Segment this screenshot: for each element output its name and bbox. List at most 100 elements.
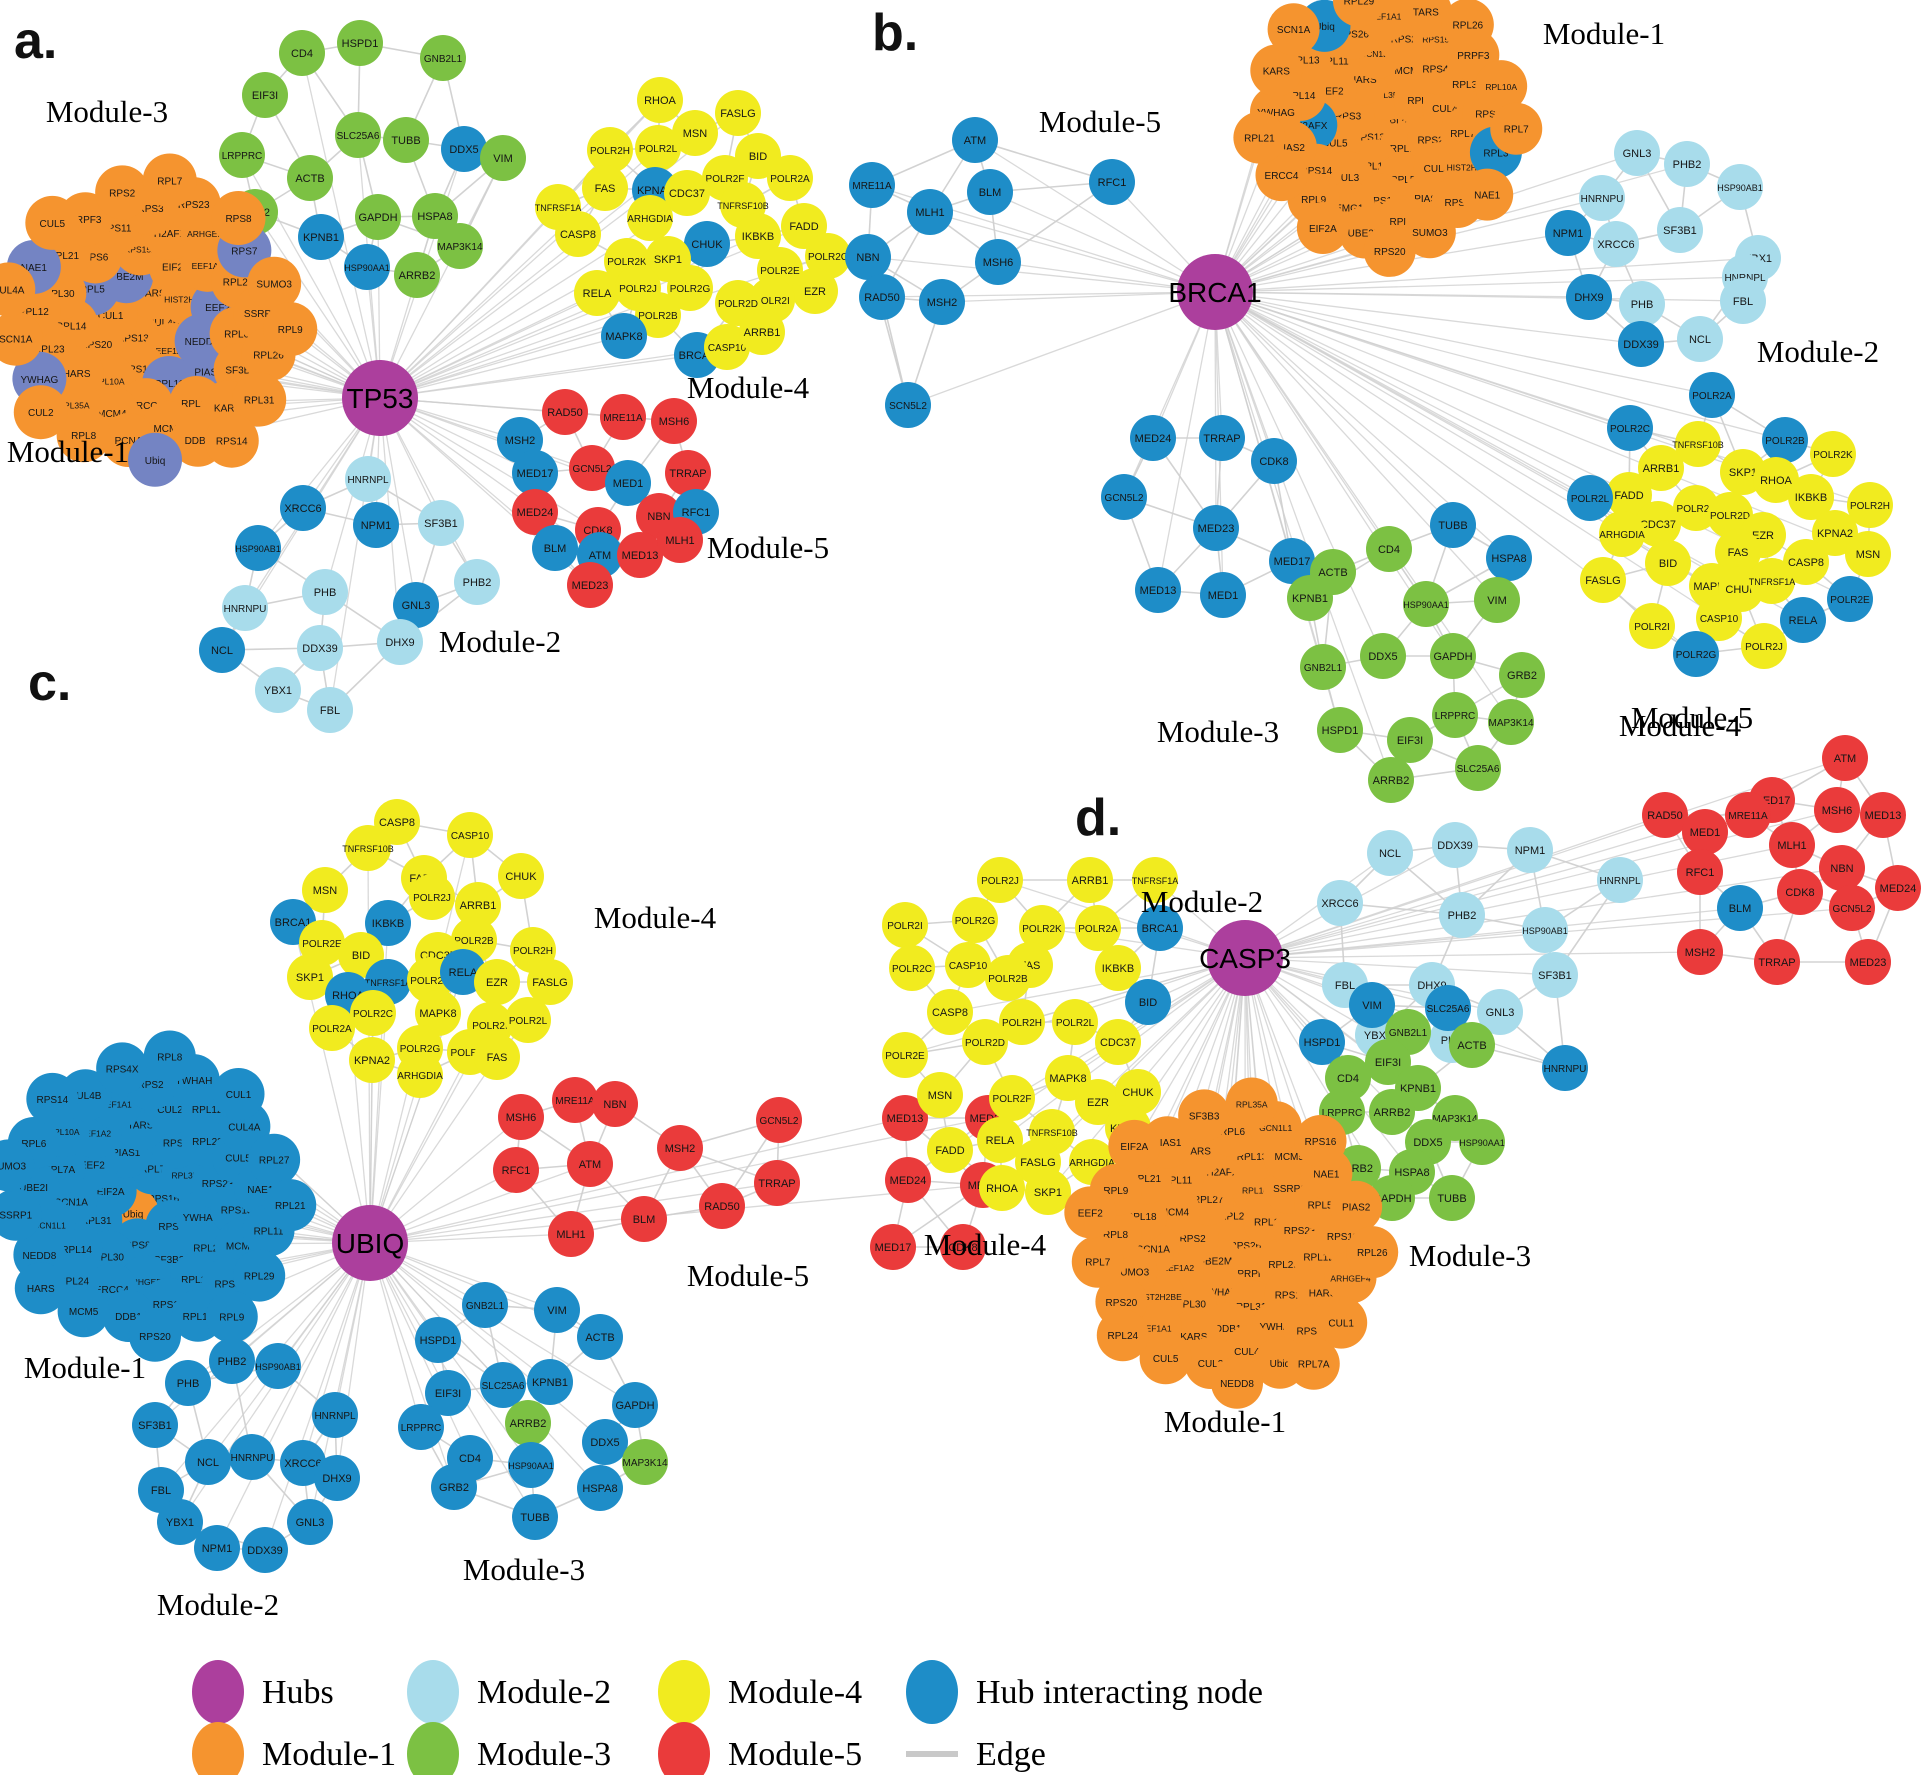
node-b-MED17: MED17 — [1269, 538, 1315, 584]
node-label: RAD50 — [704, 1201, 739, 1213]
node-label: FAS — [595, 183, 616, 195]
node-circle — [582, 1419, 628, 1465]
edge — [379, 157, 504, 399]
node-circle — [480, 1362, 526, 1408]
node-c-SSRP1: SSRP1 — [0, 1188, 42, 1241]
node-label: CUL2 — [157, 1105, 183, 1116]
node-label: TUBB — [1438, 520, 1467, 532]
node-c-GAPDH: GAPDH — [612, 1382, 658, 1428]
node-label: MAP3K14 — [1488, 718, 1533, 729]
node-a-MED13: MED13 — [617, 532, 663, 578]
node-label: VIM — [547, 1305, 567, 1317]
node-circle — [569, 445, 615, 491]
node-a-NPM1: NPM1 — [353, 502, 399, 548]
node-b-ARRB1: ARRB1 — [1638, 445, 1684, 491]
node-b-ARRB2: ARRB2 — [1368, 757, 1414, 803]
node-circle — [1330, 1180, 1383, 1233]
node-a-POLR2G: POLR2G — [667, 265, 713, 311]
node-b-IKBKB: IKBKB — [1788, 474, 1834, 520]
legend-label: Module-3 — [477, 1736, 611, 1773]
node-a-SLC25A6: SLC25A6 — [335, 112, 381, 158]
legend-item-hubs: Hubs — [192, 1660, 334, 1724]
node-b-SCN1A: SCN1A — [1267, 3, 1320, 56]
node-circle — [1717, 885, 1763, 931]
node-label: CHUK — [1122, 1087, 1154, 1099]
node-label: CDC37 — [669, 188, 705, 200]
node-b-KPNB1: KPNB1 — [1287, 575, 1333, 621]
node-label: EIF2A — [162, 263, 190, 274]
node-label: RPL29 — [244, 1272, 275, 1283]
node-c-CDK8: CDK8 — [940, 1224, 986, 1270]
node-a-CUL2: CUL2 — [13, 385, 68, 440]
node-label: RPL12 — [192, 1105, 223, 1116]
node-d-RPL24: RPL24 — [1096, 1309, 1149, 1362]
node-d-EIF3I: EIF3I — [1365, 1039, 1411, 1085]
node-label: SSRP1 — [1273, 1184, 1306, 1195]
node-c-LRPPRC: LRPPRC — [398, 1404, 444, 1450]
node-label: DDB1 — [185, 436, 212, 447]
node-label: RPL21 — [1244, 134, 1275, 145]
node-circle — [505, 1400, 551, 1446]
edge — [369, 1242, 606, 1443]
node-a-RHOA: RHOA — [637, 77, 683, 123]
edge — [1214, 291, 1720, 619]
node-label: GNL3 — [1486, 1007, 1515, 1019]
node-d-POLR2E: POLR2E — [882, 1032, 928, 1078]
node-label: HSP90AA1 — [1459, 1138, 1505, 1148]
node-d-SKP1: SKP1 — [1025, 1169, 1071, 1215]
node-label: RPL7 — [140, 1164, 165, 1175]
node-label: LRPPRC — [401, 1423, 442, 1434]
node-label: BID — [1139, 997, 1157, 1009]
node-circle — [1365, 1039, 1411, 1085]
node-circle — [1783, 539, 1829, 585]
node-circle — [393, 582, 439, 628]
node-label: HSPA8 — [582, 1483, 617, 1495]
node-circle — [1749, 558, 1795, 604]
node-d-HNRNPL: HNRNPL — [1597, 857, 1643, 903]
node-label: KPNA2 — [1817, 528, 1853, 540]
node-circle — [143, 1030, 196, 1083]
node-circle — [455, 882, 501, 928]
node-b-CASP10: CASP10 — [1696, 595, 1742, 641]
node-label: RPL23 — [34, 345, 65, 356]
node-circle — [567, 1141, 613, 1187]
node-c-TRRAP: TRRAP — [754, 1160, 800, 1206]
legend-item-module-5: Module-5 — [658, 1722, 862, 1775]
node-label: SKP1 — [296, 972, 324, 984]
node-b-FAS: FAS — [1715, 529, 1761, 575]
node-c-MAPK8: MAPK8 — [415, 990, 461, 1036]
node-label: EEF2 — [1319, 87, 1344, 98]
node-b-HSPA8: HSPA8 — [1486, 535, 1532, 581]
node-c-MCM5: MCM5 — [57, 1285, 110, 1338]
node-label: BRCA1 — [1142, 923, 1179, 935]
edge — [251, 1242, 371, 1458]
node-label: SF3B3 — [1189, 1111, 1220, 1122]
node-circle — [977, 1117, 1023, 1163]
node-b-POLR2K: POLR2K — [1810, 431, 1856, 477]
node-circle — [534, 1287, 580, 1333]
node-label: CUL2 — [1198, 1359, 1224, 1370]
node-circle — [229, 1434, 275, 1480]
legend: Hubs Module-1 Module-2 Module-3 Module-4 Modu… — [192, 1660, 1263, 1775]
node-label: SKP1 — [654, 254, 682, 266]
node-circle — [344, 244, 390, 290]
node-circle — [1137, 905, 1183, 951]
node-d-RAD50: RAD50 — [1642, 792, 1688, 838]
node-label: RPL7 — [1085, 1258, 1110, 1269]
node-label: CUL4A — [1432, 104, 1465, 115]
node-label: DDX39 — [1623, 339, 1658, 351]
node-label: HARS — [27, 1284, 55, 1295]
node-label: EEF2 — [1078, 1208, 1103, 1219]
node-circle — [962, 1019, 1008, 1065]
node-label: SSRP1 — [0, 1211, 33, 1222]
node-b-MSH6: MSH6 — [975, 239, 1021, 285]
node-label: ARRB2 — [510, 1418, 547, 1430]
node-label: FASLG — [532, 977, 567, 989]
node-label: ACTB — [1457, 1040, 1486, 1052]
node-d-RPL7A: RPL7A — [1287, 1337, 1340, 1390]
node-label: RPS2 — [109, 188, 136, 199]
node-a-Ubiq: Ubiq — [128, 432, 183, 487]
node-label: LRPPRC — [1435, 711, 1476, 722]
node-label: GCN5L2 — [1833, 904, 1872, 915]
node-label: MCM4 — [226, 1242, 256, 1253]
